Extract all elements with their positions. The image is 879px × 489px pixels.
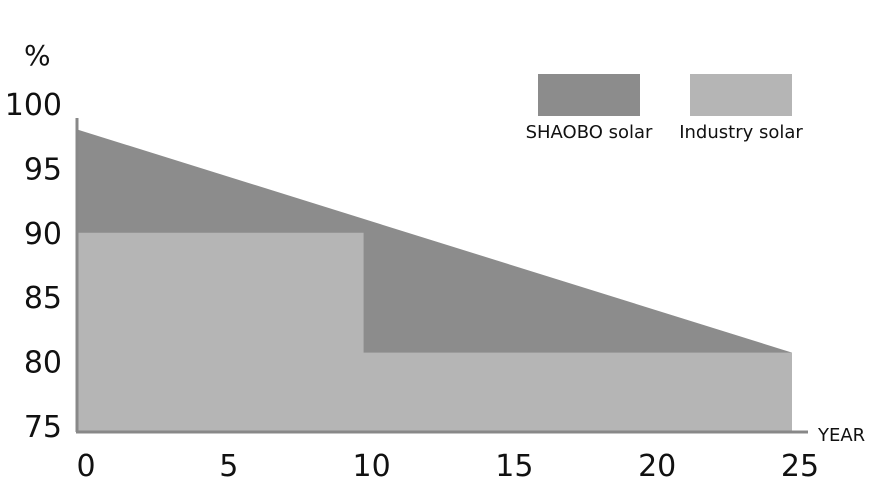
x-tick-labels: 0 5 10 15 20 25 — [76, 449, 819, 484]
y-tick-label: 90 — [24, 217, 62, 252]
y-tick-label: 75 — [24, 410, 62, 445]
plot-areas — [78, 129, 792, 432]
legend-label: SHAOBO solar — [526, 122, 653, 143]
x-tick-label: 25 — [781, 449, 819, 484]
x-tick-label: 20 — [638, 449, 676, 484]
x-tick-label: 5 — [219, 449, 238, 484]
y-tick-label: 95 — [24, 152, 62, 187]
y-tick-label: 85 — [24, 281, 62, 316]
y-tick-label: 80 — [24, 346, 62, 381]
y-axis-unit: % — [24, 39, 51, 72]
legend-swatch — [690, 74, 792, 116]
y-tick-labels: 75 80 85 90 95 100 — [5, 88, 62, 445]
x-tick-label: 15 — [495, 449, 533, 484]
x-axis-label: YEAR — [817, 425, 865, 446]
axes — [75, 118, 808, 434]
legend-label: Industry solar — [679, 122, 803, 143]
x-tick-label: 10 — [353, 449, 391, 484]
y-tick-label: 100 — [5, 88, 62, 123]
legend-swatch — [538, 74, 640, 116]
area-industry-solar — [78, 232, 792, 432]
legend: SHAOBO solar Industry solar — [526, 74, 803, 143]
x-tick-label: 0 — [76, 449, 95, 484]
